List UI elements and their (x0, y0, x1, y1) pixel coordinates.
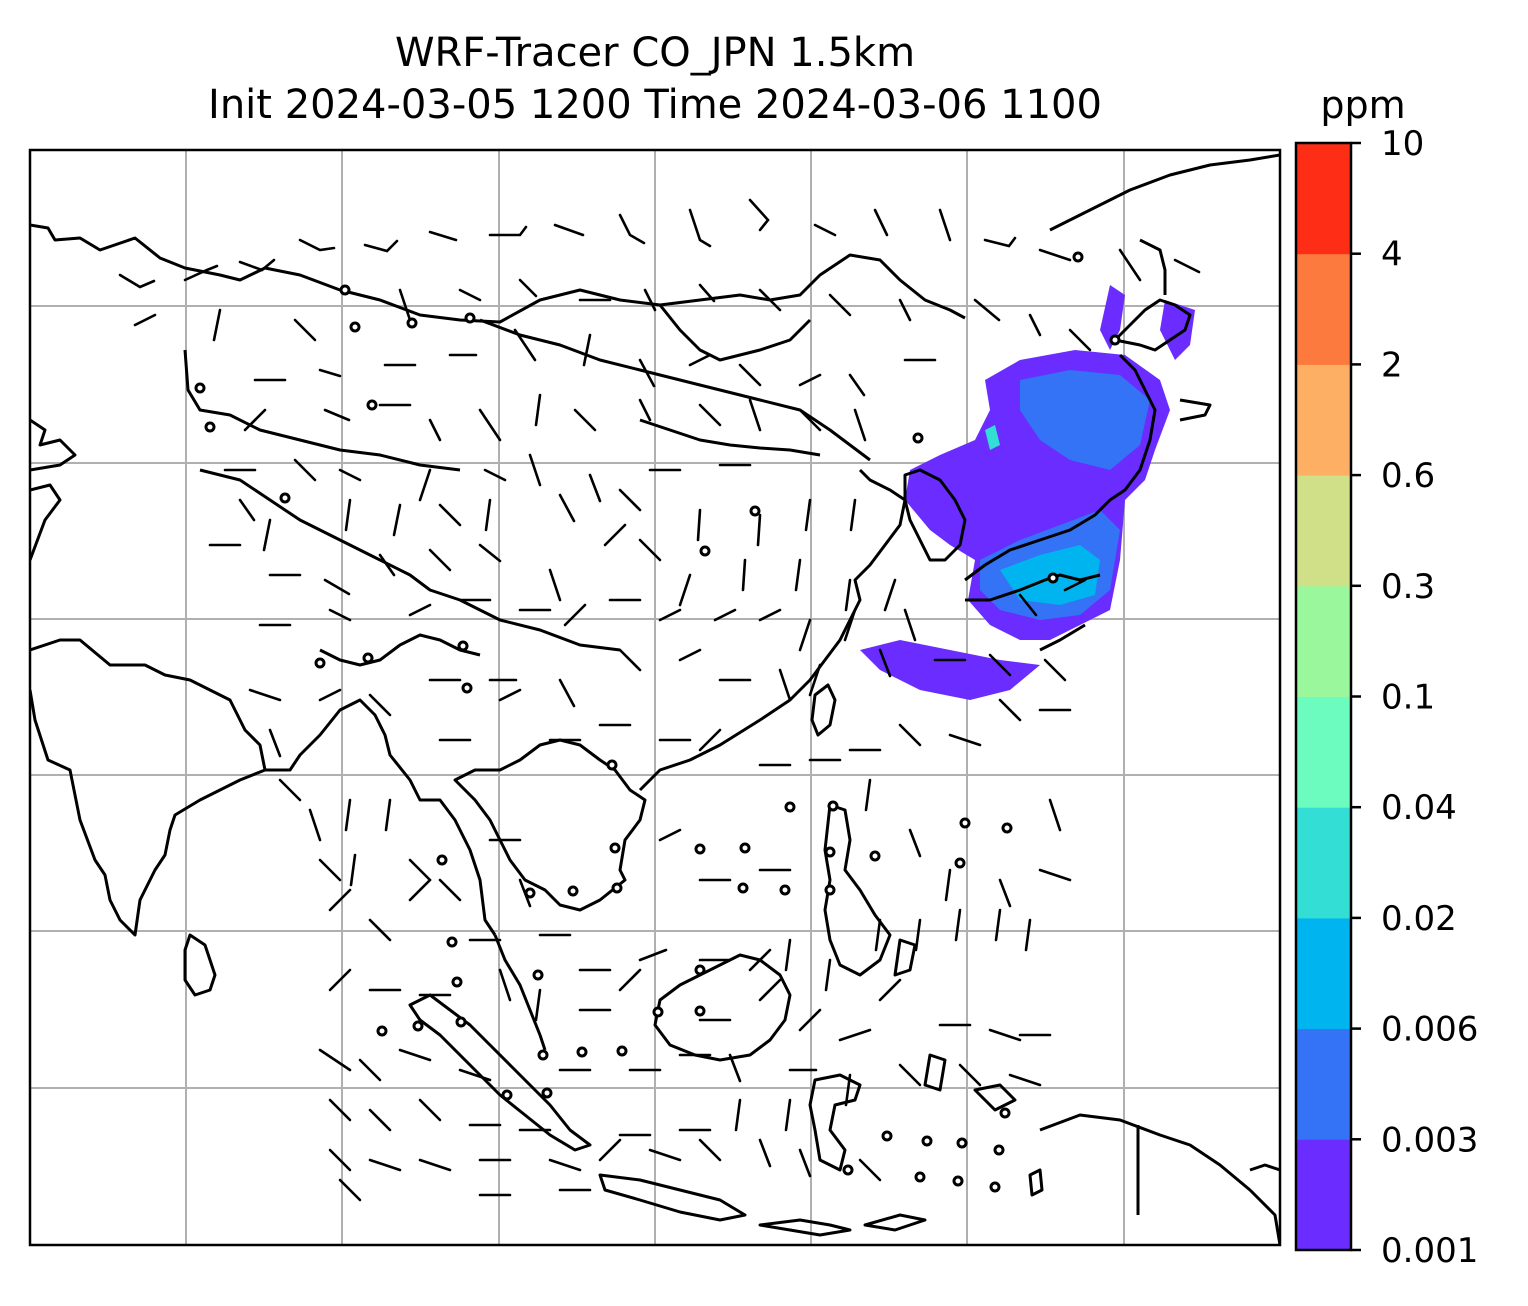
colorbar-ticks: 0.001 0.003 0.006 0.02 0.04 0.1 0.3 0.6 2 4 10 (1351, 124, 1478, 1271)
colorbar-swatch (1296, 917, 1351, 1030)
colorbar-swatch (1296, 807, 1351, 919)
colorbar-tick-label: 0.04 (1381, 788, 1457, 828)
colorbar-tick-label: 0.6 (1381, 456, 1435, 496)
colorbar-tick-label: 0.003 (1381, 1120, 1478, 1160)
colorbar-tick-label: 4 (1381, 235, 1403, 275)
colorbar-tick-label: 0.1 (1381, 678, 1435, 718)
colorbar-tick-label: 10 (1381, 124, 1424, 164)
colorbar-swatch (1296, 1139, 1351, 1251)
colorbar-unit: ppm (1320, 83, 1405, 127)
calm-wind-circles (194, 251, 1121, 1193)
map-frame (28, 148, 1282, 1247)
wind-barbs (118, 198, 1201, 1202)
colorbar-swatch (1296, 253, 1351, 365)
colorbar-tick-label: 2 (1381, 345, 1403, 385)
colorbar-swatch (1296, 143, 1351, 255)
colorbar-tick-label: 0.001 (1381, 1231, 1478, 1271)
colorbar-swatch (1296, 1028, 1351, 1140)
colorbar-tick-label: 0.02 (1381, 899, 1457, 939)
colorbar-swatch (1296, 696, 1351, 808)
map-title-line2: Init 2024-03-05 1200 Time 2024-03-06 110… (208, 82, 1102, 128)
colorbar-swatch (1296, 475, 1351, 587)
colorbar-swatch (1296, 585, 1351, 697)
colorbar-tick-label: 0.3 (1381, 567, 1435, 607)
colorbar-swatch (1296, 364, 1351, 476)
colorbar-tick-label: 0.006 (1381, 1010, 1478, 1050)
coastlines (30, 153, 1280, 1245)
colorbar-swatches (1296, 143, 1351, 1251)
map-title-line1: WRF-Tracer CO_JPN 1.5km (394, 30, 916, 76)
